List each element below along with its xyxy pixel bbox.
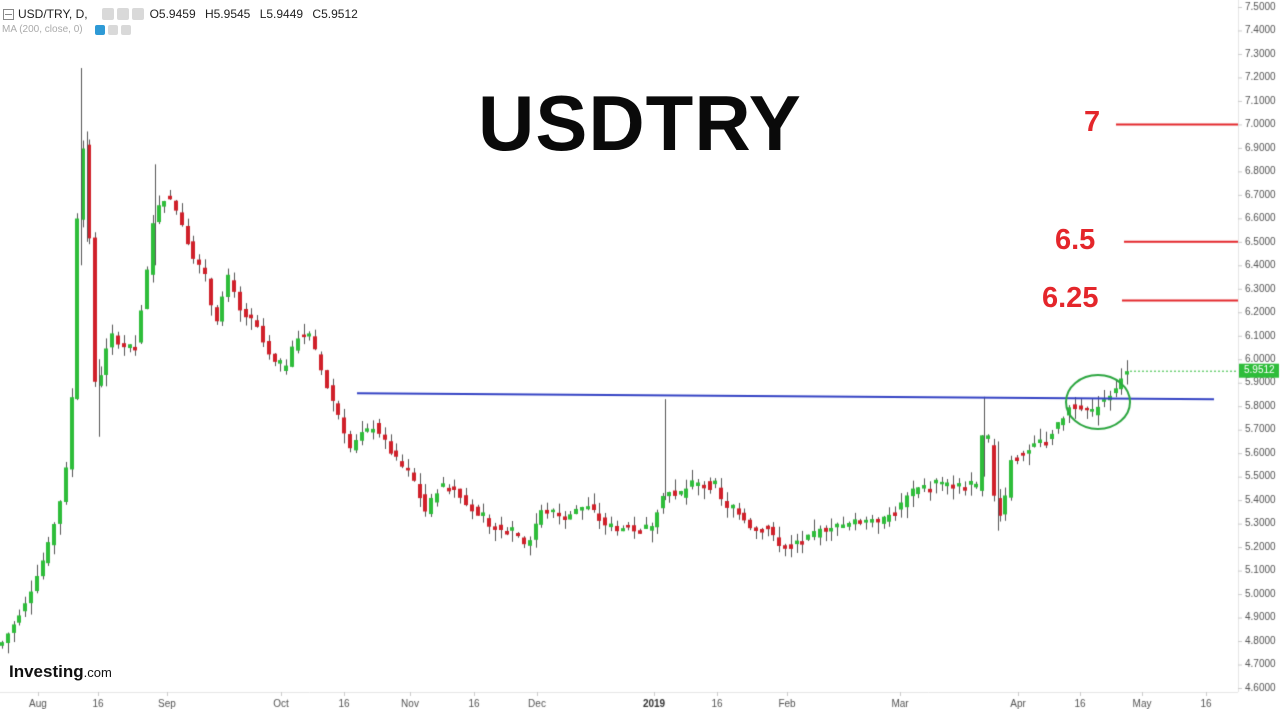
indicator-row: MA (200, close, 0) — [2, 24, 131, 35]
settings-icon[interactable] — [107, 24, 118, 35]
open-value: O5.9459 — [149, 7, 196, 21]
chart-header: USD/TRY, D, O5.9459 H5.9545 L5.9449 C5.9… — [0, 4, 358, 24]
eye-icon[interactable] — [94, 24, 105, 35]
level-label-6-5: 6.5 — [1055, 224, 1096, 256]
close-value: C5.9512 — [312, 7, 358, 21]
symbol-label[interactable]: USD/TRY, D, — [18, 7, 88, 21]
investing-logo: Investing.com — [9, 662, 112, 681]
close-icon[interactable] — [120, 24, 131, 35]
chart-title: USDTRY — [478, 79, 802, 167]
settings-icon[interactable] — [101, 8, 114, 20]
ohlc-values: O5.9459 H5.9545 L5.9449 C5.9512 — [144, 7, 358, 21]
level-label-6-25: 6.25 — [1042, 282, 1099, 314]
visibility-icon[interactable] — [116, 8, 129, 20]
high-value: H5.9545 — [204, 7, 251, 21]
indicator-label[interactable]: MA (200, close, 0) — [2, 24, 83, 35]
level-label-7: 7 — [1084, 106, 1101, 138]
close-icon[interactable] — [131, 8, 144, 20]
low-value: L5.9449 — [259, 7, 304, 21]
collapse-icon[interactable] — [3, 8, 14, 20]
